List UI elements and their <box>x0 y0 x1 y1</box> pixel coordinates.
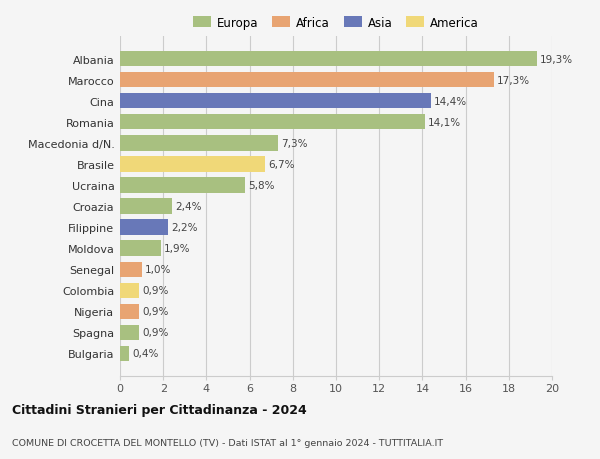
Text: 6,7%: 6,7% <box>268 160 295 169</box>
Bar <box>120 94 431 109</box>
Bar <box>120 157 265 172</box>
Bar <box>120 73 494 88</box>
Text: 0,4%: 0,4% <box>132 348 158 358</box>
Bar <box>120 178 245 193</box>
Text: COMUNE DI CROCETTA DEL MONTELLO (TV) - Dati ISTAT al 1° gennaio 2024 - TUTTITALI: COMUNE DI CROCETTA DEL MONTELLO (TV) - D… <box>12 438 443 447</box>
Text: 0,9%: 0,9% <box>143 327 169 337</box>
Text: 14,4%: 14,4% <box>434 97 467 106</box>
Text: 14,1%: 14,1% <box>428 118 461 128</box>
Bar <box>120 325 139 340</box>
Bar <box>120 52 537 67</box>
Text: 7,3%: 7,3% <box>281 139 307 149</box>
Text: 1,0%: 1,0% <box>145 264 171 274</box>
Bar <box>120 220 167 235</box>
Text: 1,9%: 1,9% <box>164 244 191 253</box>
Bar <box>120 304 139 319</box>
Legend: Europa, Africa, Asia, America: Europa, Africa, Asia, America <box>188 12 484 34</box>
Bar <box>120 241 161 256</box>
Text: 2,4%: 2,4% <box>175 202 202 212</box>
Bar <box>120 115 425 130</box>
Bar <box>120 346 128 361</box>
Bar <box>120 262 142 277</box>
Text: 0,9%: 0,9% <box>143 285 169 296</box>
Bar <box>120 283 139 298</box>
Text: 17,3%: 17,3% <box>497 76 530 86</box>
Text: 19,3%: 19,3% <box>540 55 573 65</box>
Bar <box>120 136 278 151</box>
Text: 5,8%: 5,8% <box>248 180 275 190</box>
Bar <box>120 199 172 214</box>
Text: 0,9%: 0,9% <box>143 307 169 316</box>
Text: 2,2%: 2,2% <box>171 223 197 233</box>
Text: Cittadini Stranieri per Cittadinanza - 2024: Cittadini Stranieri per Cittadinanza - 2… <box>12 403 307 416</box>
